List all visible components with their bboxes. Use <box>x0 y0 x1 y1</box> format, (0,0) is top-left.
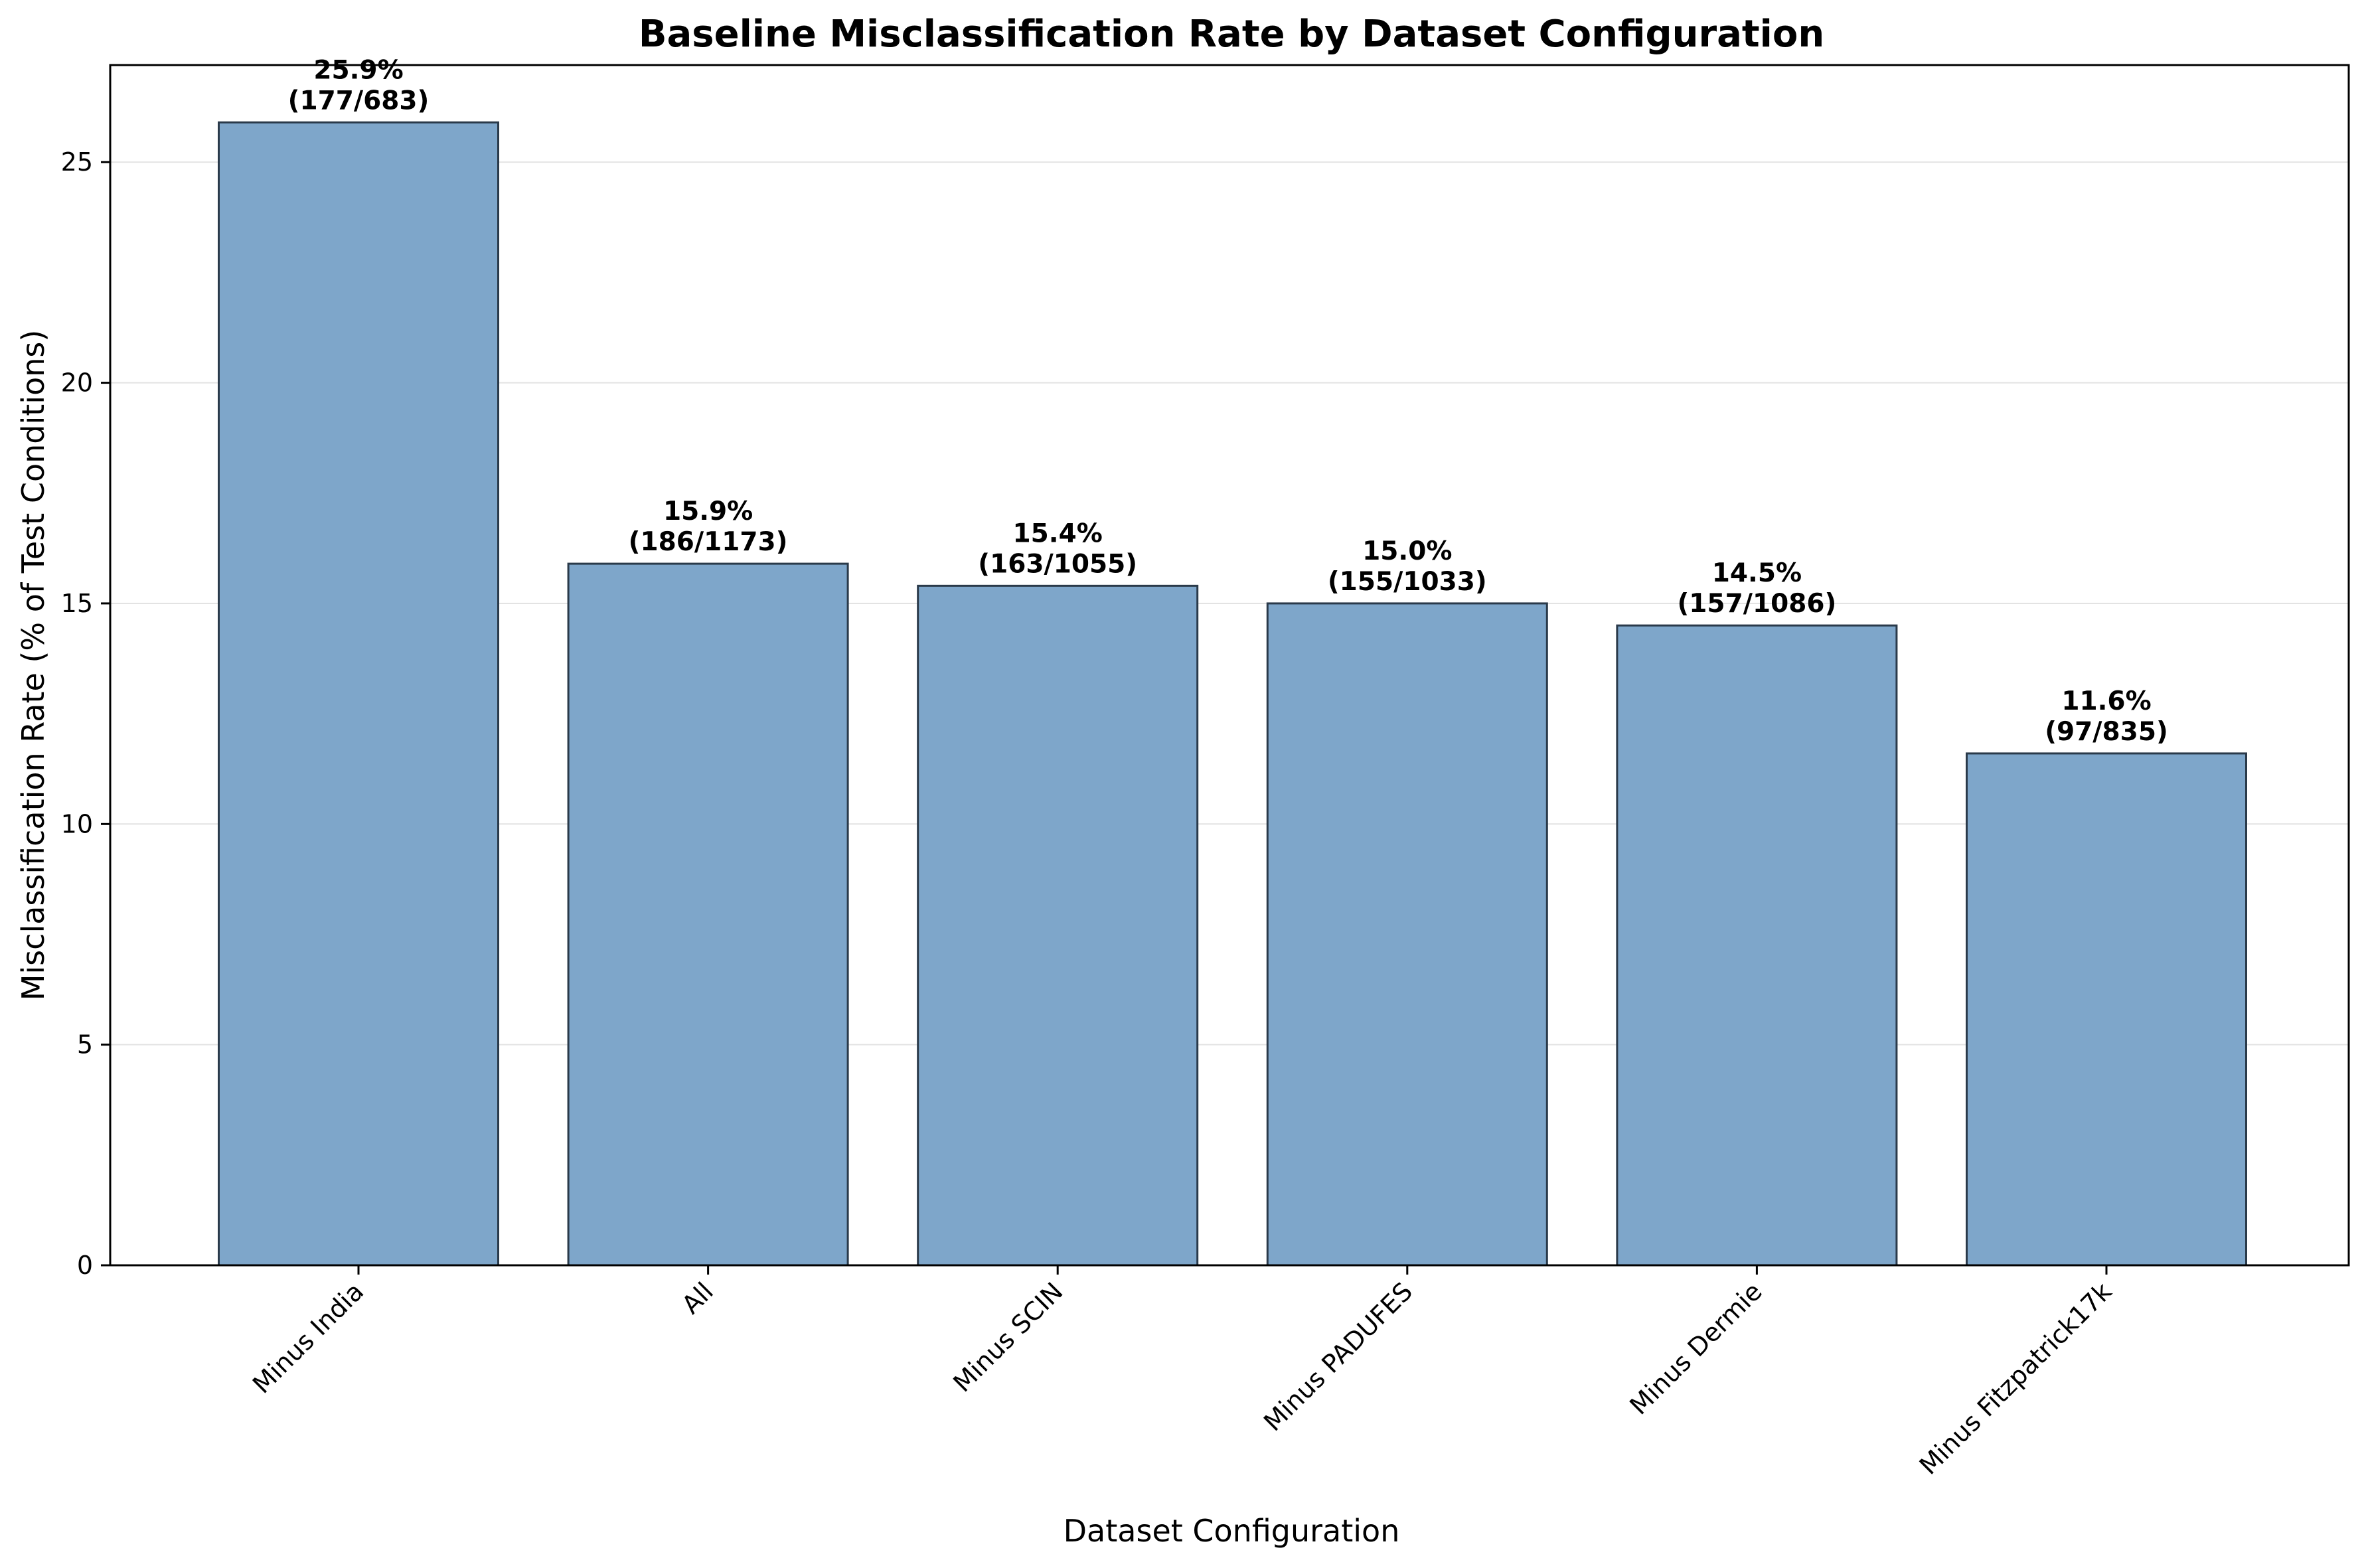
y-tick-label: 10 <box>61 809 93 838</box>
y-tick-label: 5 <box>77 1030 93 1059</box>
y-axis: 0 5 10 15 20 25 <box>61 147 110 1280</box>
bar <box>218 121 499 1267</box>
bar-labels: 25.9%(177/683) 15.9%(186/1173) 15.4%(163/1… <box>288 55 2168 747</box>
bar <box>1616 624 1898 1267</box>
x-tick-label: Minus India <box>247 1277 369 1399</box>
bar-value-label: 15.0% <box>1362 536 1452 566</box>
y-tick-label: 0 <box>77 1251 93 1280</box>
y-tick-label: 25 <box>61 147 93 177</box>
bar-value-label: 15.9% <box>663 497 753 526</box>
bar-value-label: 25.9% <box>313 55 403 85</box>
bar <box>567 562 849 1267</box>
bar-count-label: (97/835) <box>2045 717 2168 747</box>
bar-count-label: (163/1055) <box>978 549 1137 579</box>
y-tick-label: 15 <box>61 589 93 618</box>
plot-frame <box>109 64 2350 1267</box>
bar-value-label: 15.4% <box>1013 518 1103 548</box>
bar <box>1266 602 1548 1267</box>
x-tick-label: All <box>676 1277 719 1319</box>
bar-count-label: (177/683) <box>288 86 430 116</box>
bar-count-label: (186/1173) <box>629 527 788 557</box>
bar-count-label: (155/1033) <box>1328 567 1487 597</box>
x-tick-label: Minus PADUFES <box>1258 1277 1418 1437</box>
bars <box>218 121 2247 1267</box>
bar-value-label: 11.6% <box>2061 686 2151 716</box>
bar <box>917 584 1199 1267</box>
y-axis-label: Misclassification Rate (% of Test Condit… <box>15 330 51 1001</box>
x-axis: Minus India All Minus SCIN Minus PADUFES Min… <box>247 1265 2117 1480</box>
y-tick-label: 20 <box>61 368 93 398</box>
bar-value-label: 14.5% <box>1712 558 1802 588</box>
bar-count-label: (157/1086) <box>1677 589 1836 619</box>
x-tick-label: Minus SCIN <box>947 1277 1068 1397</box>
chart-title: Baseline Misclassification Rate by Datas… <box>639 13 1824 56</box>
bar <box>1966 752 2247 1267</box>
x-axis-label: Dataset Configuration <box>1064 1513 1400 1549</box>
x-tick-label: Minus Fitzpatrick17k <box>1914 1277 2118 1480</box>
x-tick-label: Minus Dermie <box>1624 1277 1767 1420</box>
